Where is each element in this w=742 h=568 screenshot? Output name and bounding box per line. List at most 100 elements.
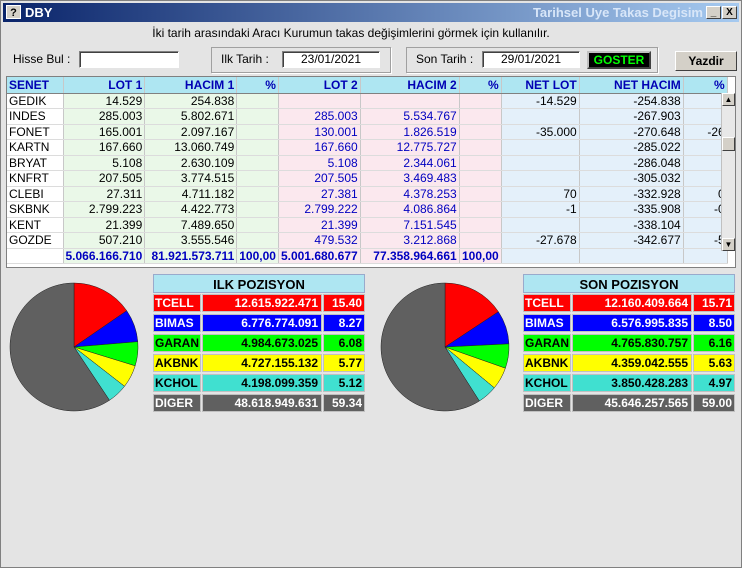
grid-header-1[interactable]: LOT 1 xyxy=(63,77,146,94)
grid-header-5[interactable]: HACIM 2 xyxy=(360,77,460,94)
grid-cell: 2.630.109 xyxy=(144,155,238,171)
ilk_pozisyon-value: 4.727.155.132 xyxy=(202,354,322,372)
total-cell: 81.921.573.711 xyxy=(144,248,238,264)
minimize-button[interactable]: _ xyxy=(706,6,721,19)
grid-header-2[interactable]: HACIM 1 xyxy=(144,77,238,94)
son_pozisyon-value: 4.765.830.757 xyxy=(572,334,692,352)
grid-cell: 285.003 xyxy=(278,108,361,125)
ilk_pozisyon-pct: 5.77 xyxy=(323,354,365,372)
son-pozisyon-pie-chart xyxy=(380,282,510,412)
son_pozisyon-name: TCELL xyxy=(523,294,571,312)
table-row[interactable]: GEDIK 14.529 254.838 -14.529 -254.838 xyxy=(7,93,728,109)
grid-header-6[interactable]: % xyxy=(459,77,502,94)
pie-slice-diger xyxy=(380,282,480,412)
end-date-label: Son Tarih : xyxy=(416,52,474,66)
son_pozisyon-row-akbnk: AKBNK 4.359.042.555 5.63 xyxy=(523,353,735,373)
grid-cell xyxy=(459,201,502,218)
ilk-pozisyon-panel: ILK POZISYON TCELL 12.615.922.471 15.40 BIM… xyxy=(153,274,365,413)
scroll-up-icon[interactable]: ▲ xyxy=(722,93,735,106)
grid-cell: 2.799.223 xyxy=(63,201,146,218)
grid-header-8[interactable]: NET HACIM xyxy=(579,77,684,94)
grid-header-7[interactable]: NET LOT xyxy=(501,77,580,94)
table-row[interactable]: INDES 285.003 5.802.671 285.003 5.534.767 -26… xyxy=(7,108,728,125)
grid-cell: 3.774.515 xyxy=(144,170,238,187)
table-row[interactable]: GOZDE 507.210 3.555.546 479.532 3.212.868 -27… xyxy=(7,232,728,249)
table-row[interactable]: KNFRT 207.505 3.774.515 207.505 3.469.483 -30… xyxy=(7,170,728,187)
table-row[interactable]: BRYAT 5.108 2.630.109 5.108 2.344.061 -286.04… xyxy=(7,155,728,171)
goster-button[interactable]: GOSTER xyxy=(587,51,651,69)
son_pozisyon-pct: 8.50 xyxy=(693,314,735,332)
grid-header-4[interactable]: LOT 2 xyxy=(278,77,361,94)
grid-cell xyxy=(236,201,279,218)
son_pozisyon-name: DIGER xyxy=(523,394,571,412)
scroll-thumb[interactable] xyxy=(722,137,735,151)
grid-cell xyxy=(236,170,279,187)
grid-cell: 2.799.222 xyxy=(278,201,361,218)
grid-cell: FONET xyxy=(7,124,64,140)
grid-header-3[interactable]: % xyxy=(236,77,279,94)
grid-cell: 167.660 xyxy=(278,139,361,156)
grid-cell: 4.711.182 xyxy=(144,186,238,202)
ilk_pozisyon-pct: 6.08 xyxy=(323,334,365,352)
grid-cell: 5.108 xyxy=(63,155,146,171)
grid-cell: SKBNK xyxy=(7,201,64,218)
grid-cell xyxy=(236,139,279,156)
grid-cell: 70 xyxy=(501,186,580,202)
grid-cell: -305.032 xyxy=(579,170,684,187)
grid-cell: 27.381 xyxy=(278,186,361,202)
son_pozisyon-pct: 15.71 xyxy=(693,294,735,312)
grid-cell xyxy=(501,139,580,156)
table-row[interactable]: SKBNK 2.799.223 4.422.773 2.799.222 4.086.86… xyxy=(7,201,728,218)
start-date-label: Ilk Tarih : xyxy=(221,52,269,66)
ilk_pozisyon-name: DIGER xyxy=(153,394,201,412)
grid-cell xyxy=(459,170,502,187)
grid-cell xyxy=(501,108,580,125)
table-row[interactable]: KARTN 167.660 13.060.749 167.660 12.775.727-… xyxy=(7,139,728,156)
ilk_pozisyon-name: AKBNK xyxy=(153,354,201,372)
grid-cell xyxy=(683,155,728,171)
total-cell: 77.358.964.661 xyxy=(360,248,460,264)
ilk_pozisyon-row-bimas: BIMAS 6.776.774.091 8.27 xyxy=(153,313,365,333)
total-cell: 100,00 xyxy=(236,248,279,264)
grid-cell: 167.660 xyxy=(63,139,146,156)
start-date-group xyxy=(211,47,391,73)
grid-cell: 3.212.868 xyxy=(360,232,460,249)
grid-cell xyxy=(683,93,728,109)
son_pozisyon-name: AKBNK xyxy=(523,354,571,372)
son_pozisyon-row-diger: DIGER 45.646.257.565 59.00 xyxy=(523,393,735,413)
grid-header-0[interactable]: SENET xyxy=(7,77,64,94)
grid-cell: KNFRT xyxy=(7,170,64,187)
grid-cell: 5.108 xyxy=(278,155,361,171)
grid-cell: 7.489.650 xyxy=(144,217,238,233)
start-date-field[interactable]: 23/01/2021 xyxy=(282,51,380,68)
son_pozisyon-pct: 6.16 xyxy=(693,334,735,352)
grid-cell xyxy=(360,93,460,109)
title-bar[interactable]: ? DBY Tarihsel Uye Takas Degisim _ X xyxy=(3,3,739,22)
grid-cell: -267.903 xyxy=(579,108,684,125)
grid-cell: -286.048 xyxy=(579,155,684,171)
grid-table: SENET LOT 1 HACIM 1% LOT 2 HACIM 2% NET LOT NE… xyxy=(7,77,728,264)
grid-header-9[interactable]: % xyxy=(683,77,728,94)
grid-cell: KENT xyxy=(7,217,64,233)
table-row[interactable]: FONET 165.001 2.097.167 130.001 1.826.519 -35… xyxy=(7,124,728,140)
grid-cell: -1 xyxy=(501,201,580,218)
close-button[interactable]: X xyxy=(722,6,737,19)
table-row[interactable]: CLEBI 27.311 4.711.182 27.381 4.378.253 70 -33… xyxy=(7,186,728,202)
grid-cell: 165.001 xyxy=(63,124,146,140)
grid-scrollbar[interactable]: ▲ ▼ xyxy=(721,93,735,251)
ilk_pozisyon-pct: 59.34 xyxy=(323,394,365,412)
scroll-down-icon[interactable]: ▼ xyxy=(722,238,735,251)
grid-cell: 3.555.546 xyxy=(144,232,238,249)
help-icon[interactable]: ? xyxy=(6,5,21,19)
grid-cell: -5 xyxy=(683,232,728,249)
print-button[interactable]: Yazdir xyxy=(675,51,737,71)
grid-cell: 1.826.519 xyxy=(360,124,460,140)
son_pozisyon-row-bimas: BIMAS 6.576.995.835 8.50 xyxy=(523,313,735,333)
end-date-field[interactable]: 29/01/2021 xyxy=(482,51,580,68)
table-row[interactable]: KENT 21.399 7.489.650 21.399 7.151.545 -338.1… xyxy=(7,217,728,233)
data-grid[interactable]: SENET LOT 1 HACIM 1% LOT 2 HACIM 2% NET LOT NE… xyxy=(6,76,736,268)
total-cell xyxy=(7,248,64,264)
son-pozisyon-title: SON POZISYON xyxy=(523,274,735,293)
search-input[interactable] xyxy=(79,51,179,68)
total-cell xyxy=(501,248,580,264)
